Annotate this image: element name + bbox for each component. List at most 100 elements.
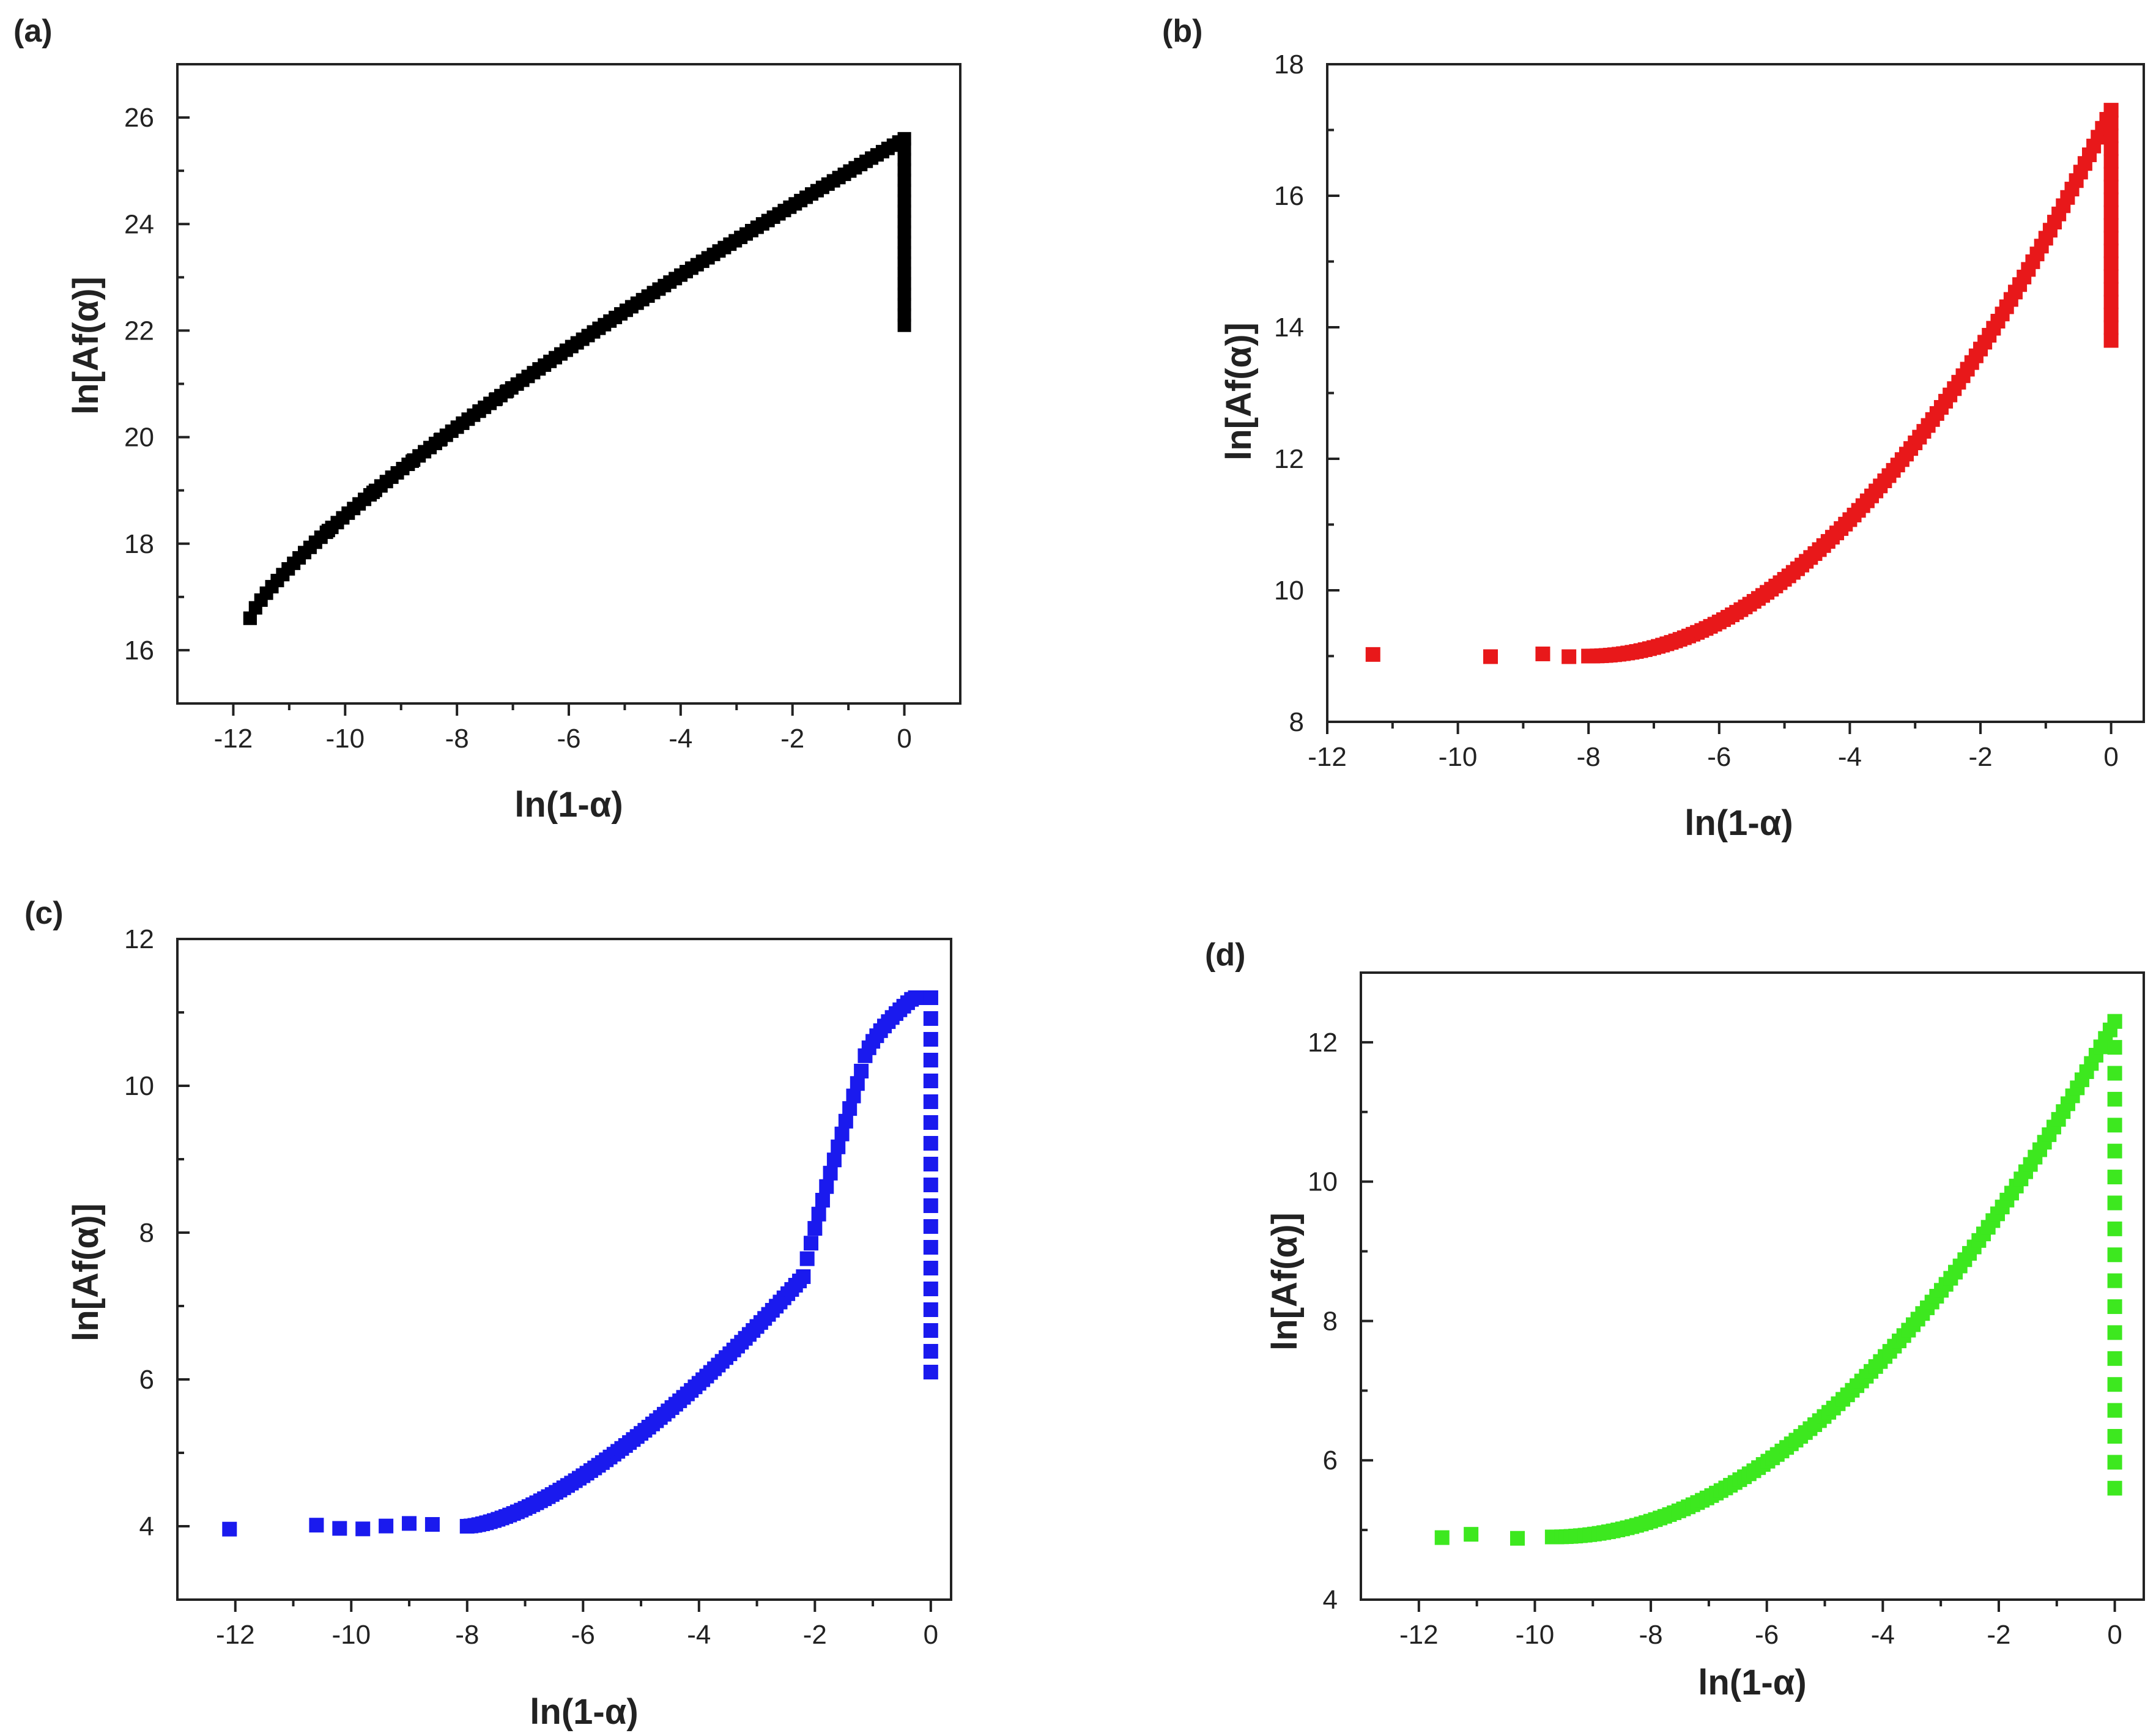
panel-label: (c) (24, 896, 64, 931)
plot-frame (176, 938, 952, 1601)
plot-frame (176, 63, 961, 705)
panel-a: (a) ln[Af(α)] ln(1-α) 16 18 20 22 24 26 -12 -10… (13, 13, 961, 825)
data-point (2107, 1143, 2122, 1159)
y-tick-label: 4 (139, 1512, 154, 1542)
panel-label: (a) (13, 13, 53, 49)
y-tick-label: 18 (1274, 50, 1304, 80)
data-point (355, 1521, 371, 1537)
y-axis-label: ln[Af(α)] (66, 1203, 106, 1341)
data-point (923, 1282, 938, 1296)
x-tick-label: -8 (1639, 1620, 1663, 1650)
y-axis-label: ln[Af(α)] (1219, 322, 1259, 461)
data-point (897, 163, 911, 177)
data-point (2103, 256, 2119, 272)
data-point (897, 225, 911, 239)
data-point (2103, 141, 2119, 156)
x-axis-label: ln(1-α) (1684, 803, 1793, 843)
x-tick-label: -8 (1577, 742, 1601, 772)
data-point (2107, 1040, 2122, 1055)
data-point (1434, 1530, 1450, 1545)
data-point (831, 1139, 846, 1154)
x-tick-label: -8 (455, 1620, 479, 1650)
y-tick-label: 8 (1289, 707, 1304, 737)
data-point (379, 1518, 394, 1534)
data-point (897, 287, 911, 301)
data-point (897, 267, 911, 281)
data-point (923, 1053, 938, 1067)
data-point (332, 1521, 347, 1536)
data-point (923, 1094, 938, 1109)
data-point (897, 142, 911, 156)
plot-frame (1326, 63, 2145, 723)
x-tick-label: -8 (445, 724, 469, 754)
data-point (1561, 649, 1577, 664)
data-point (923, 1219, 938, 1234)
data-point (1483, 649, 1498, 664)
data-point (923, 1240, 938, 1255)
data-point (897, 194, 911, 208)
x-tick-label: -2 (1987, 1620, 2010, 1650)
y-axis-label: ln[Af(α)] (66, 276, 106, 415)
y-tick-label: 8 (1323, 1306, 1338, 1336)
x-tick-label: -2 (780, 724, 804, 754)
data-point (2103, 333, 2119, 348)
x-tick-label: -4 (1871, 1620, 1895, 1650)
y-tick-label: 4 (1323, 1585, 1338, 1615)
y-tick-label: 10 (124, 1071, 154, 1101)
data-point (897, 215, 911, 229)
x-axis-label: ln(1-α) (530, 1692, 638, 1732)
data-point (923, 1261, 938, 1275)
data-point (923, 990, 938, 1005)
data-point (923, 1198, 938, 1213)
data-point (2103, 281, 2119, 297)
data-point (923, 1302, 938, 1317)
data-point (897, 173, 911, 187)
data-point (2103, 192, 2119, 207)
data-point (2103, 128, 2119, 144)
data-point (2107, 1428, 2122, 1444)
data-point (897, 204, 911, 218)
data-point (402, 1516, 417, 1531)
data-point (243, 611, 257, 625)
panel-label: (d) (1205, 937, 1245, 973)
y-tick-label: 6 (1323, 1445, 1338, 1475)
data-point (819, 1179, 834, 1194)
data-point (897, 256, 911, 270)
data-point (923, 1365, 938, 1379)
y-tick-label: 8 (139, 1218, 154, 1248)
panel-label: (b) (1162, 13, 1202, 49)
y-tick-label: 26 (124, 103, 154, 133)
data-point (804, 1236, 819, 1251)
data-point (1510, 1531, 1525, 1546)
x-tick-label: -6 (1755, 1620, 1779, 1650)
y-tick-label: 12 (1274, 444, 1304, 474)
data-point (807, 1221, 823, 1236)
data-point (309, 1518, 324, 1533)
data-point (2103, 294, 2119, 310)
y-tick-label: 14 (1274, 313, 1304, 343)
data-point (2103, 218, 2119, 233)
data-point (811, 1206, 826, 1222)
y-tick-label: 16 (1274, 181, 1304, 211)
data-point (796, 1269, 811, 1284)
x-tick-label: -10 (325, 724, 365, 754)
x-tick-label: -10 (332, 1620, 371, 1650)
x-tick-label: -2 (1968, 742, 1992, 772)
x-tick-label: -4 (687, 1620, 711, 1650)
data-point (2103, 179, 2119, 195)
y-tick-label: 22 (124, 316, 154, 346)
data-point (923, 1115, 938, 1130)
data-point (2107, 1455, 2122, 1470)
data-point (2103, 154, 2119, 169)
data-point (799, 1251, 815, 1266)
data-point (2107, 1247, 2122, 1263)
data-point (850, 1076, 865, 1091)
y-tick-label: 6 (139, 1365, 154, 1395)
x-tick-label: 0 (924, 1620, 938, 1650)
data-point (2103, 205, 2119, 220)
data-point (923, 1074, 938, 1088)
x-tick-label: -4 (669, 724, 692, 754)
x-tick-label: -4 (1838, 742, 1862, 772)
y-tick-label: 24 (124, 209, 154, 239)
